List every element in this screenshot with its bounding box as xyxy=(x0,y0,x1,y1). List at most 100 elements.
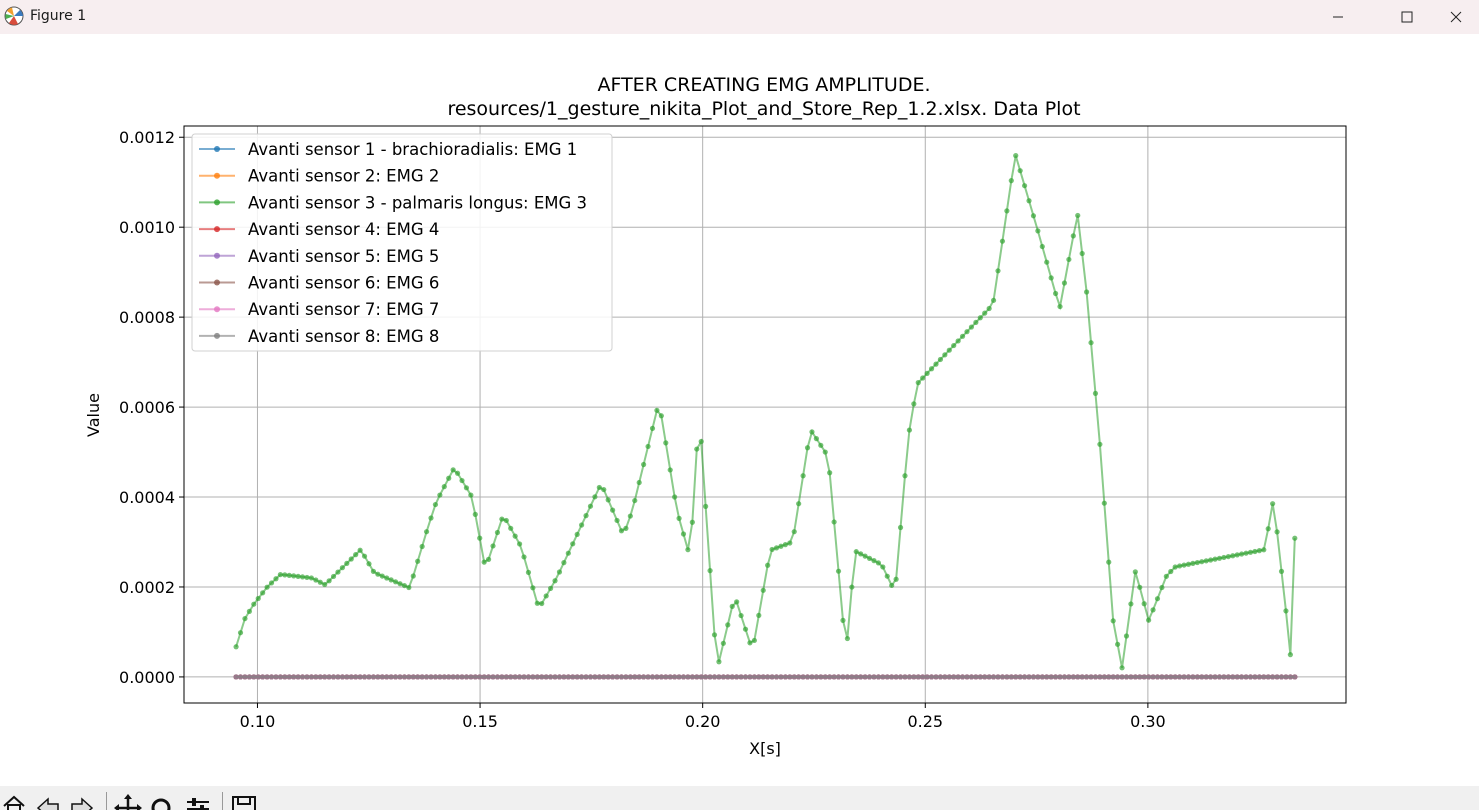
data-point xyxy=(1230,553,1236,559)
maximize-button[interactable] xyxy=(1384,0,1430,34)
data-point xyxy=(326,578,332,584)
data-point xyxy=(1212,674,1218,680)
data-point xyxy=(446,674,452,680)
data-point xyxy=(468,674,474,680)
data-point xyxy=(1221,674,1227,680)
data-point xyxy=(844,635,851,642)
data-point xyxy=(512,674,518,680)
data-point xyxy=(1239,551,1245,557)
legend-label: Avanti sensor 1 - brachioradialis: EMG 1 xyxy=(248,140,577,159)
data-point xyxy=(1110,618,1116,624)
data-point xyxy=(1128,601,1134,607)
configure-subplots-icon xyxy=(184,798,212,810)
data-point xyxy=(871,558,877,564)
data-point xyxy=(862,674,868,680)
data-point xyxy=(924,370,930,376)
data-point xyxy=(525,674,532,680)
pan-button[interactable] xyxy=(114,794,142,810)
y-tick-label: 0.0002 xyxy=(119,578,175,597)
data-point xyxy=(915,674,921,680)
data-point xyxy=(384,575,390,581)
data-point xyxy=(751,674,757,680)
data-point xyxy=(592,494,598,500)
figure-canvas[interactable]: AFTER CREATING EMG AMPLITUDE. resources/… xyxy=(0,34,1479,786)
x-tick-label: 0.15 xyxy=(462,712,498,731)
data-point xyxy=(454,674,461,680)
data-point xyxy=(973,674,979,680)
data-point xyxy=(1265,526,1271,532)
data-point xyxy=(375,571,381,577)
data-point xyxy=(614,517,620,524)
data-point xyxy=(955,338,961,344)
window-titlebar: Figure 1 xyxy=(0,0,1479,34)
data-point xyxy=(1026,198,1032,204)
legend-item: Avanti sensor 1 - brachioradialis: EMG 1 xyxy=(199,140,577,159)
data-point xyxy=(946,674,952,680)
data-point xyxy=(1128,674,1134,680)
data-point xyxy=(1243,550,1249,556)
data-point xyxy=(432,674,439,680)
data-point xyxy=(1088,674,1094,680)
data-point xyxy=(1216,555,1223,561)
data-point xyxy=(1123,674,1130,680)
data-point xyxy=(804,674,811,680)
x-tick-label: 0.30 xyxy=(1130,712,1166,731)
data-point xyxy=(871,674,877,680)
data-point xyxy=(990,674,997,680)
data-point xyxy=(703,674,709,680)
configure-subplots-button[interactable] xyxy=(184,794,212,810)
data-point xyxy=(968,324,975,330)
minimize-button[interactable] xyxy=(1315,0,1361,34)
data-point xyxy=(893,576,899,582)
data-point xyxy=(317,579,323,585)
data-point xyxy=(951,342,957,349)
data-point xyxy=(840,674,846,680)
data-point xyxy=(858,551,864,557)
data-point xyxy=(1110,674,1116,680)
emg-chart[interactable]: AFTER CREATING EMG AMPLITUDE. resources/… xyxy=(0,34,1479,786)
data-point xyxy=(1119,665,1125,671)
zoom-icon xyxy=(148,798,176,810)
data-point xyxy=(813,674,819,680)
back-button[interactable] xyxy=(34,794,62,810)
legend-box xyxy=(191,133,613,352)
data-point xyxy=(1048,275,1054,281)
data-point xyxy=(1203,558,1209,564)
data-point xyxy=(663,440,669,446)
data-point xyxy=(928,366,935,372)
data-point xyxy=(738,612,744,619)
data-point xyxy=(1048,674,1054,680)
data-point xyxy=(348,556,354,562)
data-point xyxy=(1008,178,1014,184)
data-point xyxy=(1008,674,1014,680)
data-point xyxy=(1150,607,1156,613)
data-point xyxy=(946,347,952,353)
data-point xyxy=(623,674,629,680)
close-button[interactable] xyxy=(1433,0,1479,34)
data-point xyxy=(516,674,523,680)
legend-label: Avanti sensor 7: EMG 7 xyxy=(248,300,439,319)
data-point xyxy=(282,572,288,578)
data-point xyxy=(1137,584,1143,590)
data-point xyxy=(1079,674,1085,680)
zoom-button[interactable] xyxy=(148,794,176,810)
data-point xyxy=(579,674,585,680)
data-point xyxy=(251,674,257,680)
data-point xyxy=(654,674,660,680)
data-point xyxy=(769,546,775,553)
data-point xyxy=(477,674,483,680)
forward-button[interactable] xyxy=(68,794,96,810)
pan-icon xyxy=(114,794,142,810)
home-button[interactable] xyxy=(0,794,28,810)
data-point xyxy=(1274,529,1280,535)
data-point xyxy=(663,674,669,680)
data-point xyxy=(432,501,439,508)
save-button[interactable] xyxy=(230,794,258,810)
data-point xyxy=(1044,674,1050,680)
data-point xyxy=(977,315,983,321)
data-point xyxy=(1265,674,1271,680)
legend-item: Avanti sensor 4: EMG 4 xyxy=(199,220,439,239)
data-point xyxy=(1208,557,1214,563)
data-point xyxy=(1203,674,1209,680)
data-point xyxy=(1030,674,1037,680)
